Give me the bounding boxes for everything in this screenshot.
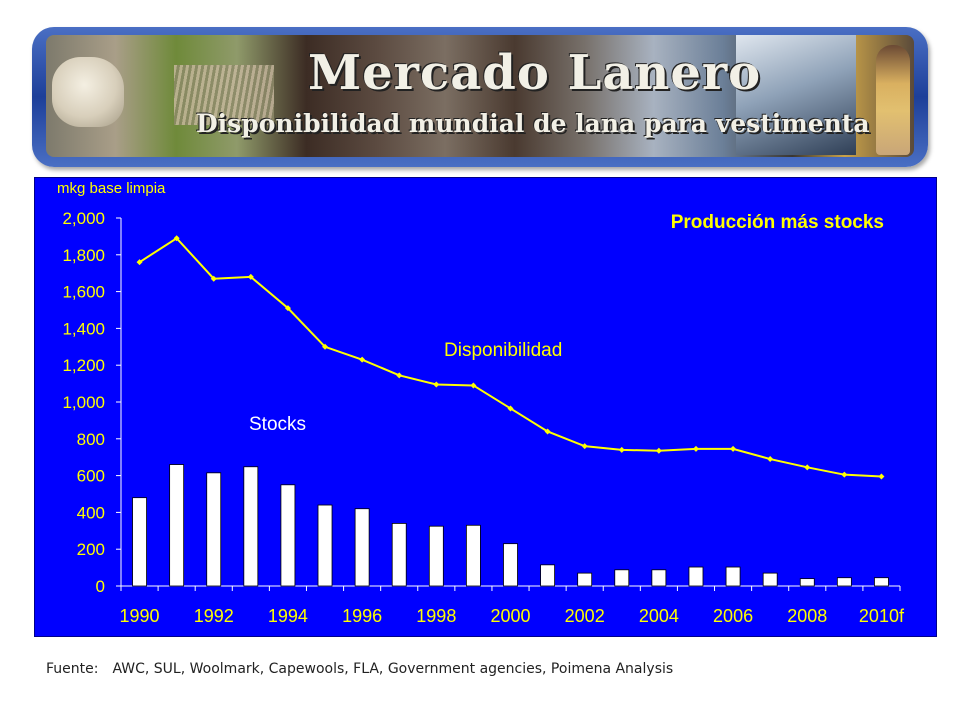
y-tick-label: 600: [77, 467, 105, 486]
chart-panel: 0 200 400 600 800 1,000 1,200 1,400 1,600 1,800 2,…: [34, 177, 937, 637]
mountain-image: [736, 35, 856, 155]
y-tick-label: 400: [77, 503, 105, 522]
series-label-disponibilidad: Disponibilidad: [444, 340, 563, 361]
bar-stocks: [428, 525, 444, 587]
bar-stocks: [243, 466, 259, 587]
point-disponibilidad: [767, 456, 774, 463]
point-disponibilidad: [284, 305, 291, 312]
point-disponibilidad: [396, 372, 403, 379]
point-disponibilidad: [692, 445, 699, 452]
x-tick-label: 2006: [713, 606, 753, 626]
banner-subtitle: Disponibilidad mundial de lana para vest…: [196, 109, 870, 138]
bar-stocks: [874, 577, 889, 587]
banner-photo-collage: Mercado Lanero Disponibilidad mundial de…: [46, 35, 914, 157]
bar-stocks: [169, 464, 185, 587]
point-disponibilidad: [804, 464, 811, 471]
y-tick-label: 800: [77, 430, 105, 449]
point-disponibilidad: [507, 405, 514, 412]
bar-stocks: [280, 484, 296, 587]
fashion-model-image: [876, 45, 910, 155]
bar-stocks: [725, 566, 741, 587]
flock-image: [174, 65, 274, 125]
y-tick-label: 1,800: [62, 246, 105, 265]
y-tick-label: 1,000: [62, 393, 105, 412]
x-tick-label: 2004: [639, 606, 679, 626]
bar-stocks: [651, 569, 667, 587]
y-tick-label: 1,400: [62, 319, 105, 338]
y-tick-label: 1,600: [62, 283, 105, 302]
x-tick-label: 2002: [565, 606, 605, 626]
source-note: Fuente: AWC, SUL, Woolmark, Capewools, FL…: [46, 661, 673, 677]
bar-stocks: [836, 577, 852, 587]
bar-stocks: [391, 523, 407, 587]
x-tick-label: 2008: [787, 606, 827, 626]
point-disponibilidad: [544, 428, 551, 435]
x-tick-label: 2000: [490, 606, 530, 626]
bar-stocks: [354, 508, 370, 587]
banner-title: Mercado Lanero: [308, 45, 762, 101]
bar-stocks: [206, 472, 222, 587]
bar-stocks: [466, 524, 481, 587]
point-disponibilidad: [841, 471, 848, 478]
point-disponibilidad: [359, 356, 366, 363]
point-disponibilidad: [433, 381, 440, 388]
x-tick-label: 1998: [416, 606, 456, 626]
bar-stocks: [132, 497, 147, 587]
x-tick-label: 2010f: [859, 606, 905, 626]
point-disponibilidad: [247, 273, 254, 280]
y-tick-label: 0: [96, 577, 105, 596]
chart-title: Producción más stocks: [670, 212, 884, 233]
y-tick-label: 2,000: [62, 209, 105, 228]
point-disponibilidad: [618, 446, 625, 453]
point-disponibilidad: [581, 443, 588, 450]
point-disponibilidad: [173, 235, 180, 242]
x-tick-label: 1996: [342, 606, 382, 626]
series-label-stocks: Stocks: [249, 414, 307, 435]
x-tick-label: 1990: [120, 606, 160, 626]
source-label: Fuente:: [46, 661, 99, 677]
point-disponibilidad: [878, 473, 885, 480]
header-banner: Mercado Lanero Disponibilidad mundial de…: [32, 27, 928, 167]
point-disponibilidad: [730, 445, 737, 452]
y-tick-label: 200: [77, 540, 105, 559]
point-disponibilidad: [655, 447, 662, 454]
bar-stocks: [540, 564, 555, 587]
bar-stocks: [577, 572, 593, 587]
x-tick-label: 1992: [194, 606, 234, 626]
bar-stocks: [503, 543, 518, 587]
y-tick-label: 1,200: [62, 356, 105, 375]
point-disponibilidad: [470, 382, 477, 389]
bar-stocks: [799, 578, 815, 587]
source-text: AWC, SUL, Woolmark, Capewools, FLA, Gove…: [112, 661, 674, 677]
point-disponibilidad: [210, 275, 217, 282]
y-axis-label: mkg base limpia: [57, 180, 166, 197]
bar-stocks: [762, 572, 778, 587]
bar-stocks: [688, 566, 704, 587]
bar-stocks: [614, 569, 630, 587]
chart-plot: 0 200 400 600 800 1,000 1,200 1,400 1,600 1,800 2,…: [62, 209, 905, 626]
point-disponibilidad: [136, 259, 143, 266]
point-disponibilidad: [322, 343, 329, 350]
bar-stocks: [317, 504, 333, 587]
sheep-image: [52, 57, 124, 127]
x-tick-label: 1994: [268, 606, 308, 626]
